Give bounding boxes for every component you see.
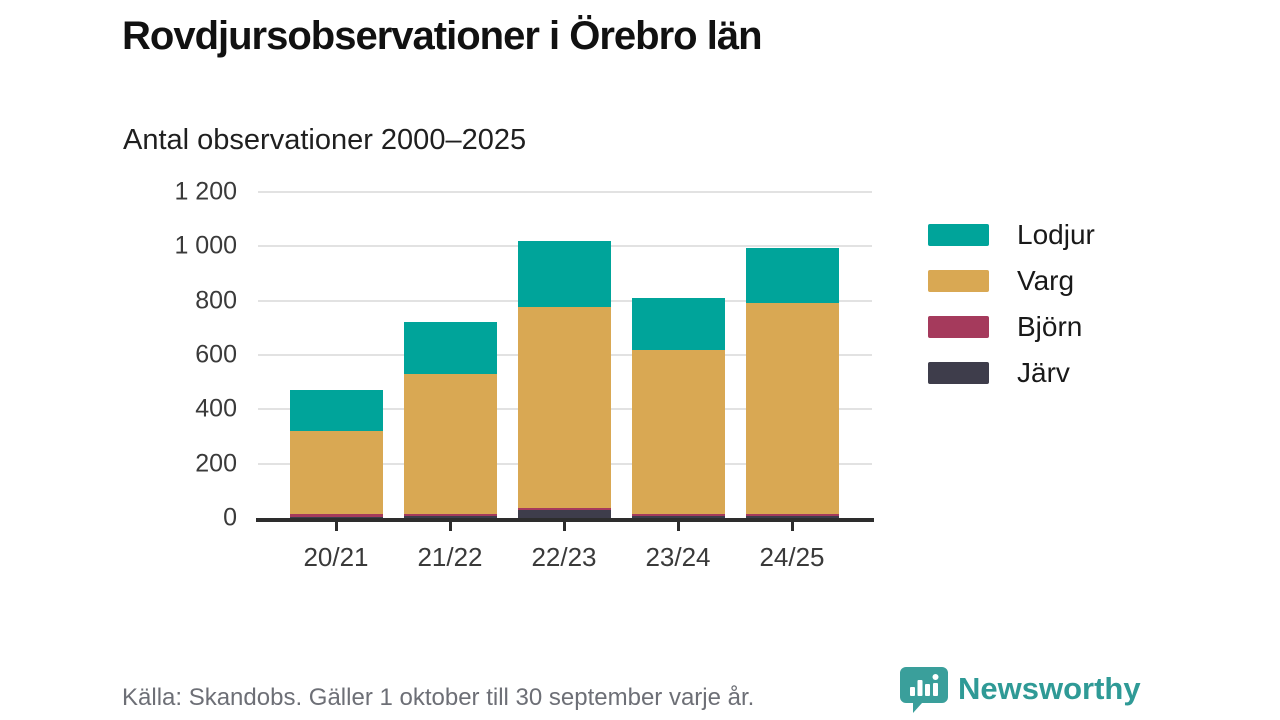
bar-segment-järv <box>745 516 839 518</box>
x-axis-line <box>256 518 874 522</box>
bar-segment-varg <box>745 303 839 515</box>
page-title: Rovdjursobservationer i Örebro län <box>122 14 762 58</box>
y-axis-tick-label: 200 <box>195 449 237 478</box>
legend-swatch <box>928 224 989 246</box>
legend-label: Varg <box>1017 265 1075 296</box>
y-axis-tick-label: 600 <box>195 340 237 369</box>
x-axis-tick <box>676 522 680 531</box>
bar-segment-björn <box>403 513 497 517</box>
x-axis-tick-label: 21/22 <box>417 542 483 572</box>
y-axis-tick-label: 1 000 <box>174 231 237 260</box>
bar-segment-järv <box>289 516 383 518</box>
legend-label: Lodjur <box>1017 219 1095 250</box>
bar-segment-varg <box>403 374 497 514</box>
newsworthy-icon <box>900 667 948 713</box>
x-axis-tick <box>334 522 338 531</box>
bar-segment-järv <box>403 516 497 518</box>
bar-segment-järv <box>631 515 725 518</box>
bar-segment-varg <box>289 431 383 515</box>
bar-segment-björn <box>631 513 725 516</box>
bar-segment-lodjur <box>289 390 383 432</box>
bar-segment-björn <box>745 514 839 517</box>
x-axis-tick <box>562 522 566 531</box>
gridline <box>258 191 872 193</box>
y-axis-tick-label: 0 <box>223 503 237 532</box>
bar-segment-lodjur <box>745 247 839 304</box>
bar-segment-varg <box>517 307 611 508</box>
x-axis-tick-label: 23/24 <box>645 542 711 572</box>
legend-swatch <box>928 316 989 338</box>
bar-segment-varg <box>631 349 725 514</box>
source-note: Källa: Skandobs. Gäller 1 oktober till 3… <box>122 684 755 711</box>
bar-segment-lodjur <box>631 297 725 350</box>
y-axis-tick-label: 1 200 <box>174 177 237 206</box>
x-axis-tick <box>448 522 452 531</box>
brand-name: Newsworthy <box>958 671 1141 706</box>
bar-segment-björn <box>289 514 383 517</box>
chart-subtitle: Antal observationer 2000–2025 <box>123 124 527 156</box>
bar-segment-björn <box>517 507 611 511</box>
bar-segment-lodjur <box>517 240 611 308</box>
legend-swatch <box>928 270 989 292</box>
y-axis-tick-label: 400 <box>195 394 237 423</box>
legend-swatch <box>928 362 989 384</box>
bar-segment-lodjur <box>403 322 497 374</box>
x-axis-tick <box>790 522 794 531</box>
x-axis-tick-label: 24/25 <box>759 542 825 572</box>
bar-segment-järv <box>517 510 611 518</box>
y-axis-tick-label: 800 <box>195 286 237 315</box>
legend-label: Järv <box>1017 357 1070 388</box>
x-axis-tick-label: 20/21 <box>303 542 369 572</box>
x-axis-tick-label: 22/23 <box>531 542 597 572</box>
legend-label: Björn <box>1017 311 1083 342</box>
